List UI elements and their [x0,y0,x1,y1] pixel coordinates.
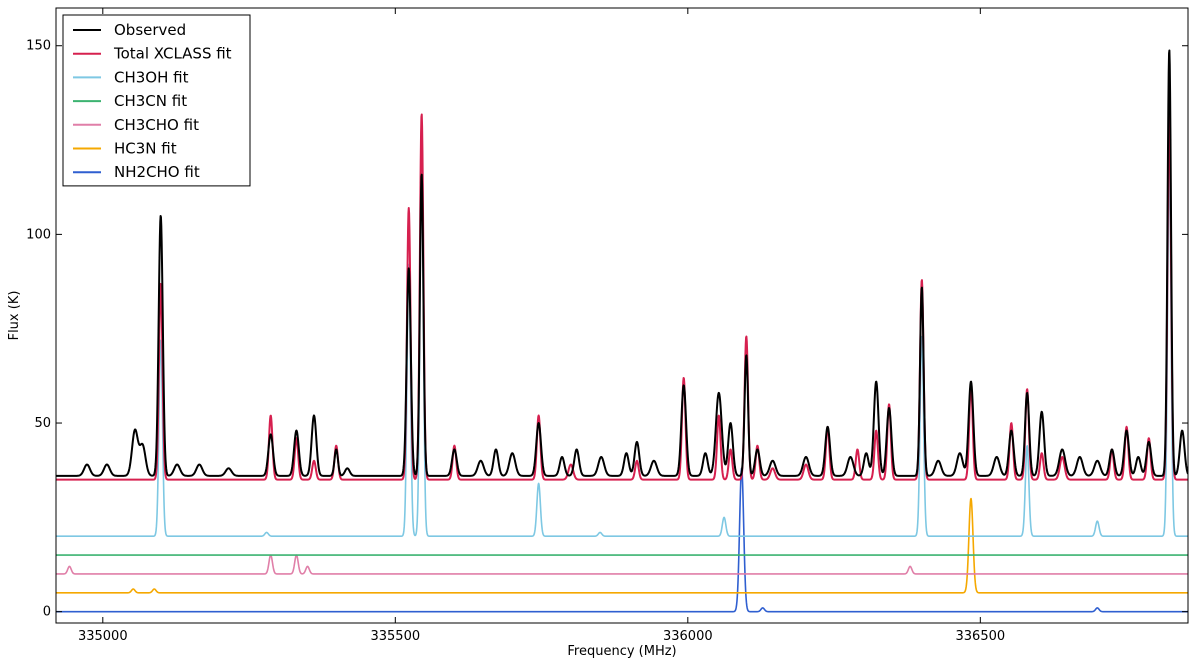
legend-label-nh2cho-fit: NH2CHO fit [114,163,200,181]
y-tick-label: 150 [26,39,51,54]
x-axis-title: Frequency (MHz) [567,644,676,659]
y-tick-label: 50 [34,416,51,431]
y-tick-label: 0 [43,605,51,620]
series-line-hc3n-fit [56,497,1188,594]
x-tick-label: 336500 [956,629,1006,644]
series-layer [56,49,1188,613]
legend: Observed Total XCLASS fit CH3OH fit CH3CN f… [62,14,251,187]
legend-label-observed: Observed [114,21,186,39]
series-line-observed [56,49,1188,477]
series-line-ch3cho-fit [56,554,1188,575]
axis-layer: 335000 335500 336000 336500 0 50 100 150 [26,8,1188,644]
x-tick-label: 335000 [78,629,128,644]
x-tick-label: 335500 [370,629,420,644]
x-tick-label: 336000 [663,629,713,644]
legend-label-total-xclass-fit: Total XCLASS fit [113,45,232,63]
legend-label-ch3cho-fit: CH3CHO fit [114,116,199,134]
legend-label-ch3oh-fit: CH3OH fit [114,68,189,86]
legend-label-hc3n-fit: HC3N fit [114,140,177,158]
y-tick-label: 100 [26,227,51,242]
series-line-total-xclass-fit [56,113,1188,481]
series-line-ch3oh-fit [56,170,1188,538]
legend-label-ch3cn-fit: CH3CN fit [114,92,187,110]
y-axis-title: Flux (K) [7,291,22,341]
plot-frame [55,7,1189,624]
series-line-nh2cho-fit [56,467,1188,613]
